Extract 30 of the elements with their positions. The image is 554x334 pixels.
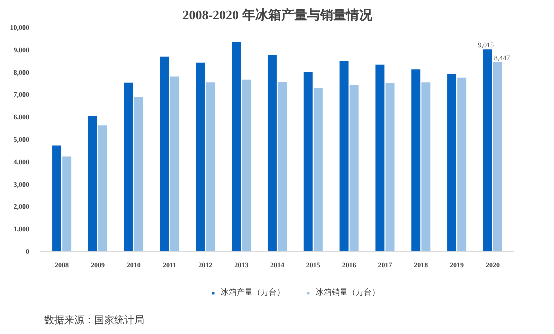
bar xyxy=(483,50,492,252)
bar xyxy=(350,85,359,252)
legend-label: 冰箱销量（万台） xyxy=(316,287,380,298)
bar xyxy=(268,55,277,252)
bar xyxy=(62,156,72,252)
legend-label: 冰箱产量（万台） xyxy=(221,287,285,298)
bar xyxy=(232,42,242,252)
bar xyxy=(170,76,180,252)
bar xyxy=(340,61,349,252)
chart-title: 2008-2020 年冰箱产量与销量情况 xyxy=(182,8,374,22)
bar xyxy=(98,126,108,252)
bar xyxy=(314,88,323,252)
bar xyxy=(493,62,502,252)
bar xyxy=(458,78,467,252)
bar xyxy=(124,82,134,252)
bar xyxy=(52,146,62,252)
bar xyxy=(242,80,252,252)
bar xyxy=(196,62,206,252)
bar xyxy=(376,64,385,252)
bar xyxy=(88,116,98,252)
source-note: 数据来源：国家统计局 xyxy=(44,314,144,326)
bar xyxy=(448,74,457,252)
bar xyxy=(278,82,288,252)
bar xyxy=(134,96,144,252)
bar xyxy=(160,56,170,252)
bar xyxy=(304,72,313,252)
bar xyxy=(412,70,421,252)
bar xyxy=(422,82,431,252)
bar xyxy=(386,83,395,252)
bar xyxy=(206,82,216,252)
